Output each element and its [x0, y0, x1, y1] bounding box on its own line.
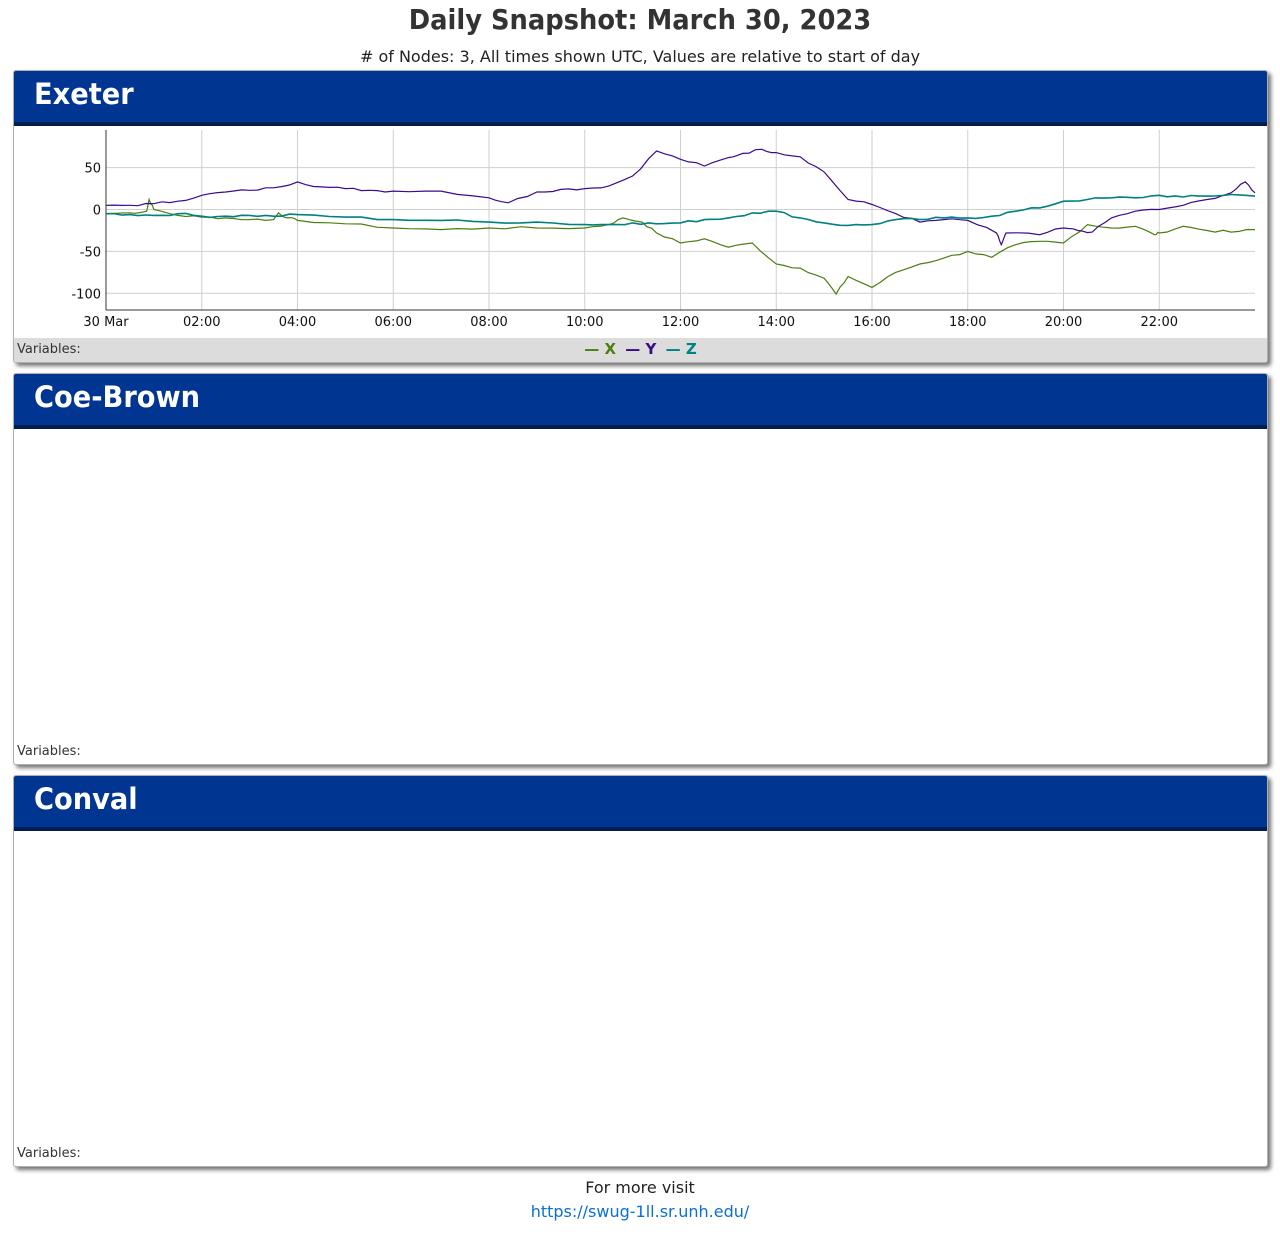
panel-conval: Conval Variables: [13, 775, 1268, 1167]
panel-title: Conval [34, 782, 138, 816]
legend-dash: — [584, 340, 600, 358]
x-tick-label: 22:00 [1141, 315, 1178, 330]
y-tick-label: 50 [84, 162, 101, 177]
chart-area: 30 Mar 02:00 04:00 06:00 08:00 10:00 12:00 14:0… [14, 126, 1267, 342]
y-tick-label: -50 [80, 245, 101, 260]
page-title: Daily Snapshot: March 30, 2023 [408, 3, 872, 36]
panel-header: Conval [14, 776, 1267, 831]
legend-dash: — [625, 340, 641, 358]
variables-label: Variables: [17, 1146, 81, 1161]
series-line-y [105, 148, 1256, 247]
x-tick-label: 16:00 [853, 315, 890, 330]
panel-exeter: Exeter 30 Mar 02:00 04:00 06:00 08:00 10:00 12… [13, 70, 1268, 363]
panel-header: Exeter [14, 71, 1267, 126]
x-tick-label: 06:00 [375, 315, 412, 330]
panel-coe-brown: Coe-Brown Variables: [13, 373, 1268, 765]
panel-title: Coe-Brown [34, 380, 201, 414]
footer-text: For more visit [585, 1178, 695, 1197]
legend: — X — Y — Z [14, 340, 1267, 358]
panel-title: Exeter [34, 77, 134, 111]
series-line-z [105, 193, 1256, 227]
x-tick-label: 18:00 [949, 315, 986, 330]
x-tick-label: 10:00 [566, 315, 603, 330]
y-tick-label: 0 [93, 204, 101, 219]
legend-item-z[interactable]: — Z [666, 340, 697, 358]
line-chart: 30 Mar 02:00 04:00 06:00 08:00 10:00 12:00 14:0… [71, 130, 1256, 330]
x-tick-label: 14:00 [758, 315, 795, 330]
page-subtitle: # of Nodes: 3, All times shown UTC, Valu… [359, 47, 921, 66]
y-tick-label: -100 [71, 287, 101, 302]
legend-label: Y [645, 340, 657, 358]
footer-link[interactable]: https://swug-1ll.sr.unh.edu/ [530, 1202, 750, 1221]
series-line-x [105, 197, 1256, 296]
x-tick-label: 02:00 [183, 315, 220, 330]
x-tick-label: 04:00 [279, 315, 316, 330]
legend-item-x[interactable]: — X [584, 340, 616, 358]
variables-bar: Variables: [14, 740, 1267, 764]
x-tick-label: 08:00 [470, 315, 507, 330]
variables-bar: Variables: [14, 1142, 1267, 1166]
x-tick-label: 30 Mar [83, 315, 129, 330]
panel-header: Coe-Brown [14, 374, 1267, 429]
x-tick-label: 20:00 [1045, 315, 1082, 330]
x-tick-label: 12:00 [662, 315, 699, 330]
legend-label: X [604, 340, 617, 358]
variables-label: Variables: [17, 342, 81, 357]
variables-bar: Variables: — X — Y — Z [14, 338, 1267, 362]
legend-dash: — [665, 340, 681, 358]
legend-item-y[interactable]: — Y [625, 340, 656, 358]
variables-label: Variables: [17, 744, 81, 759]
legend-label: Z [685, 340, 697, 358]
